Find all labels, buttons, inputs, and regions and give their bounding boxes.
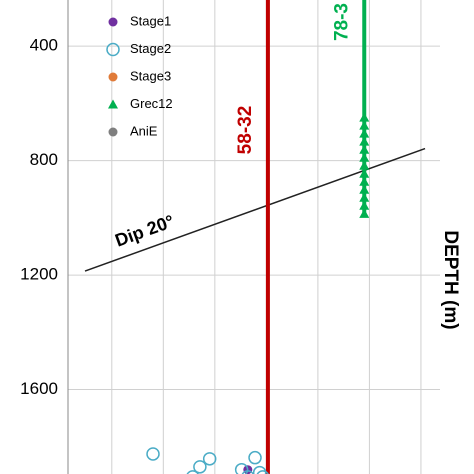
point [359, 128, 370, 138]
point [186, 470, 199, 474]
legend-label: AniE [130, 123, 158, 138]
y-axis-label: DEPTH (m) [440, 230, 461, 329]
point [359, 160, 370, 170]
dip-label: Dip 20° [112, 211, 176, 251]
point [241, 470, 254, 474]
point [359, 144, 370, 154]
point [359, 120, 370, 130]
y-tick-label: 1600 [20, 379, 58, 398]
point [234, 462, 249, 474]
legend-label: Stage1 [130, 13, 171, 28]
legend-marker [108, 127, 118, 137]
point [359, 136, 370, 146]
point [359, 208, 370, 218]
point [359, 152, 370, 162]
point [359, 176, 370, 186]
point [359, 184, 370, 194]
point [359, 200, 370, 210]
point [193, 460, 207, 474]
dip-line [84, 147, 426, 272]
point [359, 168, 370, 178]
legend-marker [108, 99, 118, 109]
legend-marker [106, 42, 120, 57]
point [359, 112, 370, 122]
legend-label: Stage2 [130, 41, 171, 56]
y-tick-label: 800 [30, 150, 58, 169]
legend-marker [108, 17, 118, 27]
y-tick-label: 400 [30, 36, 58, 55]
legend-label: Stage3 [130, 68, 171, 83]
well-label: 78-3 [331, 3, 352, 41]
point [202, 452, 217, 466]
point [252, 465, 267, 474]
point [248, 450, 262, 465]
legend-marker [108, 72, 118, 82]
well-label: 58-32 [235, 106, 256, 155]
legend-label: Grec12 [130, 96, 173, 111]
y-tick-label: 1200 [20, 265, 58, 284]
point [359, 192, 370, 202]
point [146, 447, 160, 461]
point [256, 470, 269, 474]
